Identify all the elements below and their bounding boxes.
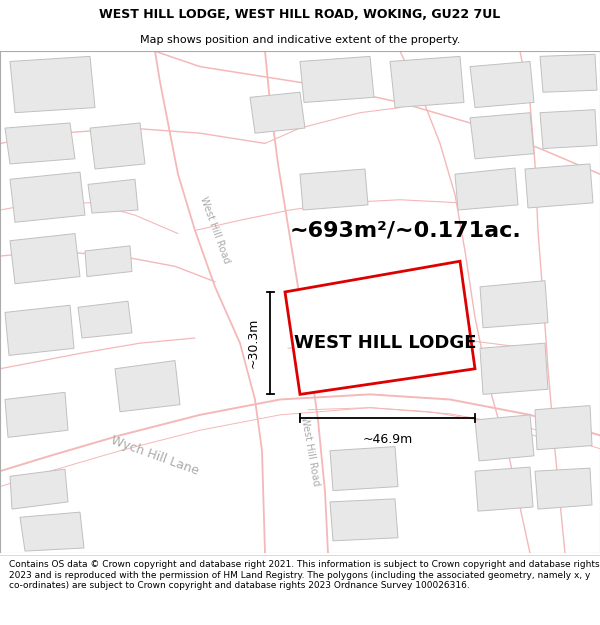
- Polygon shape: [475, 415, 534, 461]
- Polygon shape: [250, 92, 305, 133]
- Polygon shape: [20, 512, 84, 551]
- Text: West Hill Road: West Hill Road: [198, 196, 232, 265]
- Polygon shape: [475, 467, 533, 511]
- Text: Map shows position and indicative extent of the property.: Map shows position and indicative extent…: [140, 35, 460, 45]
- Text: Contains OS data © Crown copyright and database right 2021. This information is : Contains OS data © Crown copyright and d…: [9, 560, 599, 590]
- Text: WEST HILL LODGE: WEST HILL LODGE: [294, 334, 476, 352]
- Polygon shape: [85, 246, 132, 277]
- Bar: [0, 51, 600, 553]
- Polygon shape: [480, 281, 548, 328]
- Polygon shape: [90, 123, 145, 169]
- Text: WEST HILL LODGE, WEST HILL ROAD, WOKING, GU22 7UL: WEST HILL LODGE, WEST HILL ROAD, WOKING,…: [100, 8, 500, 21]
- Polygon shape: [10, 172, 85, 222]
- Text: West Hill Road: West Hill Road: [299, 415, 321, 486]
- Polygon shape: [10, 56, 95, 112]
- Polygon shape: [88, 179, 138, 213]
- Polygon shape: [115, 361, 180, 412]
- Polygon shape: [10, 469, 68, 509]
- Polygon shape: [535, 468, 592, 509]
- Polygon shape: [540, 54, 597, 92]
- Polygon shape: [330, 447, 398, 491]
- Polygon shape: [78, 301, 132, 338]
- Polygon shape: [480, 343, 548, 394]
- Polygon shape: [470, 61, 534, 107]
- Polygon shape: [300, 56, 374, 102]
- Polygon shape: [5, 123, 75, 164]
- Polygon shape: [5, 392, 68, 438]
- Text: ~46.9m: ~46.9m: [362, 433, 413, 446]
- Polygon shape: [5, 305, 74, 356]
- Polygon shape: [525, 164, 593, 208]
- Polygon shape: [540, 109, 597, 149]
- Text: ~30.3m: ~30.3m: [247, 318, 260, 368]
- Polygon shape: [300, 169, 368, 210]
- Polygon shape: [390, 56, 464, 108]
- Text: ~693m²/~0.171ac.: ~693m²/~0.171ac.: [290, 221, 522, 241]
- Polygon shape: [535, 406, 592, 449]
- Polygon shape: [455, 168, 518, 210]
- Polygon shape: [470, 112, 534, 159]
- Polygon shape: [10, 234, 80, 284]
- Text: Wych Hill Lane: Wych Hill Lane: [109, 434, 201, 478]
- Polygon shape: [285, 261, 475, 394]
- Polygon shape: [330, 499, 398, 541]
